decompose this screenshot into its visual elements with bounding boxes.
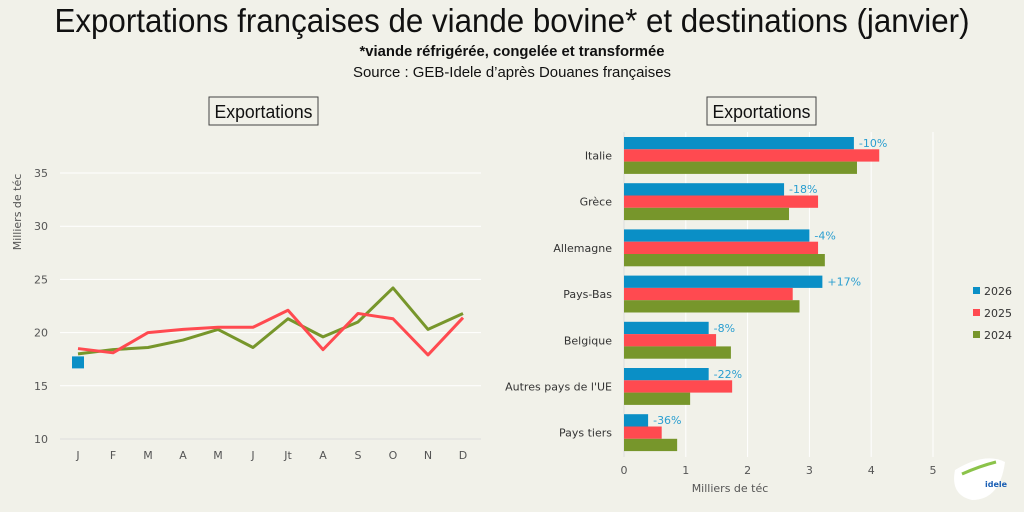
x-tick-label: 5 bbox=[930, 464, 937, 477]
bar-2024 bbox=[624, 161, 857, 174]
legend-swatch-2026 bbox=[973, 287, 980, 294]
bar-2025 bbox=[624, 334, 717, 347]
bar-2024 bbox=[624, 254, 825, 267]
line-y-axis-label: Milliers de téc bbox=[11, 174, 24, 251]
legend-swatch-2024 bbox=[973, 331, 980, 338]
bar-2024 bbox=[624, 392, 691, 405]
bar-x-axis-label: Milliers de téc bbox=[692, 482, 769, 495]
legend-label: 2026 bbox=[984, 285, 1012, 298]
y-tick-label: 15 bbox=[34, 380, 48, 393]
category-label: Grèce bbox=[580, 196, 613, 209]
bar-2024 bbox=[624, 438, 678, 452]
x-tick-label: J bbox=[75, 449, 79, 462]
bar-2026 bbox=[624, 137, 854, 150]
category-label: Italie bbox=[585, 149, 612, 162]
x-tick-label: A bbox=[319, 449, 327, 462]
bar-2026 bbox=[624, 229, 810, 242]
x-tick-label: M bbox=[143, 449, 153, 462]
bar-2025 bbox=[624, 426, 662, 439]
legend-label: 2024 bbox=[984, 329, 1012, 342]
logo-text: idele bbox=[985, 480, 1008, 489]
bar-chart: 0 1 2 3 4 5 Italie -10% Grèce -18% Allemagne -4% Pay… bbox=[505, 132, 1012, 477]
bar-chart-title-box bbox=[706, 96, 817, 126]
data-label: -18% bbox=[789, 183, 817, 196]
x-tick-label: Jt bbox=[283, 449, 292, 462]
data-label: -36% bbox=[653, 414, 681, 427]
category-label: Pays tiers bbox=[559, 427, 612, 440]
x-tick-label: N bbox=[424, 449, 432, 462]
bar-2024 bbox=[624, 300, 800, 313]
y-tick-label: 25 bbox=[34, 273, 48, 286]
bar-2024 bbox=[624, 207, 790, 221]
data-label: -8% bbox=[714, 322, 735, 335]
idele-logo: idele bbox=[954, 458, 1008, 500]
legend-swatch-2025 bbox=[973, 309, 980, 316]
page-title: Exportations françaises de viande bovine… bbox=[55, 2, 970, 39]
footnote: *viande réfrigérée, congelée et transfor… bbox=[360, 43, 665, 60]
x-tick-label: 0 bbox=[621, 464, 628, 477]
data-point-2026 bbox=[72, 356, 84, 369]
bar-2025 bbox=[624, 241, 819, 254]
data-label: -22% bbox=[714, 368, 742, 381]
source: Source : GEB-Idele d’après Douanes franç… bbox=[353, 64, 671, 81]
category-label: Allemagne bbox=[553, 242, 612, 255]
y-tick-label: 10 bbox=[34, 433, 48, 446]
bar-2026 bbox=[624, 183, 785, 196]
legend-label: 2025 bbox=[984, 307, 1012, 320]
x-tick-label: 4 bbox=[868, 464, 875, 477]
bar-2026 bbox=[624, 414, 649, 427]
line-chart: 10 15 20 25 30 35 J F M A M J Jt A S O N D bbox=[34, 167, 481, 462]
data-label: +17% bbox=[827, 276, 861, 289]
x-tick-label: A bbox=[179, 449, 187, 462]
bar-2025 bbox=[624, 287, 793, 301]
data-label: -4% bbox=[814, 229, 835, 242]
bar-2026 bbox=[624, 275, 823, 288]
bar-2026 bbox=[624, 321, 709, 335]
category-label: Autres pays de l'UE bbox=[505, 380, 612, 393]
x-tick-label: S bbox=[355, 449, 362, 462]
category-label: Pays-Bas bbox=[563, 288, 612, 301]
x-tick-label: 2 bbox=[744, 464, 751, 477]
bar-2024 bbox=[624, 346, 731, 359]
x-tick-label: F bbox=[110, 449, 116, 462]
y-tick-label: 20 bbox=[34, 327, 48, 340]
line-chart-title: Exportations bbox=[215, 102, 313, 122]
series-line-2025 bbox=[77, 308, 465, 357]
x-tick-label: D bbox=[459, 449, 467, 462]
bar-2025 bbox=[624, 195, 819, 208]
bar-chart-title: Exportations bbox=[713, 102, 811, 122]
x-tick-label: O bbox=[389, 449, 398, 462]
bar-2025 bbox=[624, 380, 733, 393]
series-line-2024 bbox=[77, 286, 464, 356]
y-tick-label: 35 bbox=[34, 167, 48, 180]
data-label: -10% bbox=[859, 137, 887, 150]
x-tick-label: 3 bbox=[806, 464, 813, 477]
category-label: Belgique bbox=[564, 334, 612, 347]
x-tick-label: M bbox=[213, 449, 223, 462]
line-chart-title-box bbox=[208, 96, 319, 126]
y-tick-label: 30 bbox=[34, 220, 48, 233]
x-tick-label: 1 bbox=[682, 464, 689, 477]
bar-2025 bbox=[624, 149, 880, 162]
x-tick-label: J bbox=[250, 449, 254, 462]
bar-2026 bbox=[624, 368, 709, 381]
